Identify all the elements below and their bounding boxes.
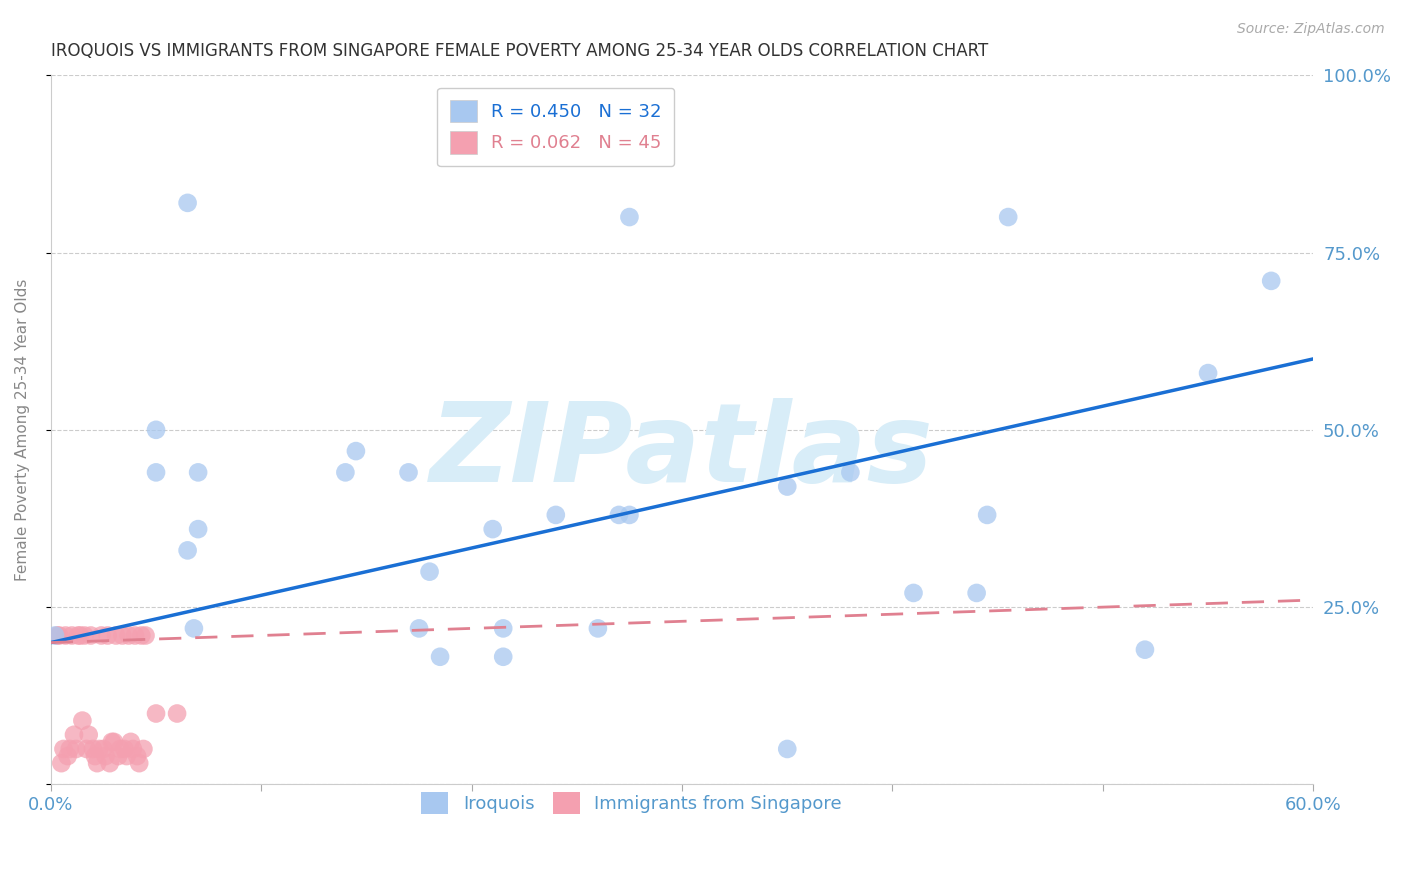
Point	[176, 543, 198, 558]
Point	[839, 466, 862, 480]
Point	[90, 628, 112, 642]
Point	[128, 756, 150, 771]
Point	[429, 649, 451, 664]
Text: Source: ZipAtlas.com: Source: ZipAtlas.com	[1237, 22, 1385, 37]
Point	[619, 210, 641, 224]
Point	[115, 749, 138, 764]
Point	[408, 621, 430, 635]
Point	[145, 706, 167, 721]
Point	[997, 210, 1019, 224]
Point	[103, 735, 125, 749]
Point	[76, 742, 98, 756]
Point	[492, 621, 515, 635]
Point	[69, 628, 91, 642]
Point	[124, 628, 146, 642]
Point	[131, 628, 153, 642]
Point	[44, 628, 66, 642]
Point	[166, 706, 188, 721]
Point	[1133, 642, 1156, 657]
Point	[607, 508, 630, 522]
Point	[344, 444, 367, 458]
Point	[111, 628, 134, 642]
Y-axis label: Female Poverty Among 25-34 Year Olds: Female Poverty Among 25-34 Year Olds	[15, 278, 30, 581]
Point	[419, 565, 441, 579]
Point	[77, 728, 100, 742]
Point	[187, 466, 209, 480]
Point	[52, 742, 75, 756]
Point	[118, 628, 141, 642]
Point	[586, 621, 609, 635]
Point	[110, 742, 132, 756]
Point	[776, 742, 799, 756]
Point	[105, 628, 128, 642]
Point	[73, 628, 96, 642]
Point	[176, 195, 198, 210]
Point	[46, 628, 69, 642]
Point	[63, 728, 86, 742]
Point	[1260, 274, 1282, 288]
Point	[107, 749, 129, 764]
Point	[101, 735, 124, 749]
Point	[120, 735, 142, 749]
Point	[65, 742, 87, 756]
Point	[67, 628, 90, 642]
Text: ZIPatlas: ZIPatlas	[430, 398, 934, 505]
Point	[55, 628, 77, 642]
Point	[544, 508, 567, 522]
Point	[145, 466, 167, 480]
Point	[98, 756, 121, 771]
Point	[966, 586, 988, 600]
Point	[89, 742, 111, 756]
Point	[51, 756, 73, 771]
Legend: Iroquois, Immigrants from Singapore: Iroquois, Immigrants from Singapore	[411, 781, 852, 825]
Point	[59, 742, 82, 756]
Point	[122, 742, 145, 756]
Text: IROQUOIS VS IMMIGRANTS FROM SINGAPORE FEMALE POVERTY AMONG 25-34 YEAR OLDS CORRE: IROQUOIS VS IMMIGRANTS FROM SINGAPORE FE…	[51, 42, 988, 60]
Point	[56, 749, 79, 764]
Point	[398, 466, 420, 480]
Point	[82, 742, 104, 756]
Point	[93, 742, 115, 756]
Point	[903, 586, 925, 600]
Point	[335, 466, 357, 480]
Point	[134, 628, 156, 642]
Point	[976, 508, 998, 522]
Point	[187, 522, 209, 536]
Point	[72, 714, 94, 728]
Point	[80, 628, 103, 642]
Point	[619, 508, 641, 522]
Point	[94, 749, 117, 764]
Point	[60, 628, 83, 642]
Point	[492, 649, 515, 664]
Point	[132, 742, 155, 756]
Point	[114, 742, 136, 756]
Point	[86, 756, 108, 771]
Point	[183, 621, 205, 635]
Point	[1197, 366, 1219, 380]
Point	[776, 479, 799, 493]
Point	[97, 628, 120, 642]
Point	[84, 749, 107, 764]
Point	[145, 423, 167, 437]
Point	[48, 628, 70, 642]
Point	[127, 749, 149, 764]
Point	[481, 522, 503, 536]
